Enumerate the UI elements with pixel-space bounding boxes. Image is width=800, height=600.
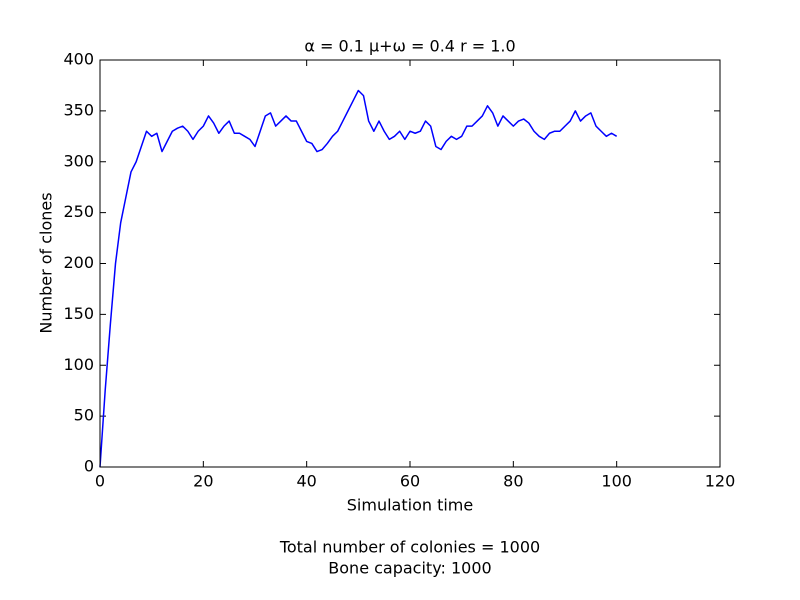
y-tick-label: 350 <box>63 100 94 119</box>
data-line <box>99 89 618 468</box>
y-tick-label: 100 <box>63 355 94 374</box>
y-tick-label: 250 <box>63 202 94 221</box>
annotation: Bone capacity: 1000 <box>328 559 491 578</box>
x-tick-label: 60 <box>400 472 420 491</box>
y-tick-label: 50 <box>74 406 94 425</box>
x-tick-label: 80 <box>503 472 523 491</box>
y-tick-label: 400 <box>63 50 94 69</box>
y-tick-label: 300 <box>63 151 94 170</box>
y-axis-label: Number of clones <box>37 192 56 333</box>
plot-frame <box>99 59 721 468</box>
annotation: Total number of colonies = 1000 <box>279 538 540 557</box>
y-tick-label: 0 <box>84 457 94 476</box>
y-tick-label: 200 <box>63 253 94 272</box>
x-tick-label: 120 <box>705 472 736 491</box>
y-tick-label: 150 <box>63 304 94 323</box>
x-tick-label: 100 <box>601 472 632 491</box>
x-axis-label: Simulation time <box>347 496 473 515</box>
x-tick-label: 20 <box>193 472 213 491</box>
chart-title: α = 0.1 μ+ω = 0.4 r = 1.0 <box>304 37 515 56</box>
x-tick-label: 40 <box>296 472 316 491</box>
x-tick-label: 0 <box>95 472 105 491</box>
